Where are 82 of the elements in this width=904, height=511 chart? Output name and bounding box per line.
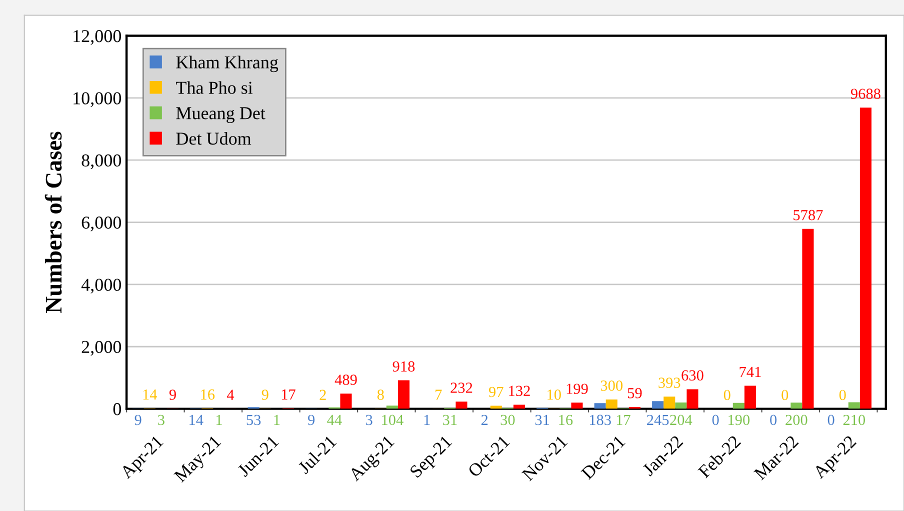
data-label: 199 xyxy=(566,384,588,394)
data-label: 0 xyxy=(770,414,777,426)
data-label: 489 xyxy=(334,374,357,385)
data-label: 741 xyxy=(740,366,761,377)
data-label: 1 xyxy=(216,414,222,425)
data-label: 204 xyxy=(670,414,692,426)
data-label: 9 xyxy=(308,414,315,426)
data-label: 30 xyxy=(500,414,515,426)
bar xyxy=(860,108,872,409)
data-label: 2 xyxy=(481,414,488,425)
data-label: 9 xyxy=(169,390,176,400)
bar xyxy=(513,404,526,409)
bar xyxy=(398,380,410,409)
bar xyxy=(386,406,398,409)
data-label: 7 xyxy=(436,390,442,400)
data-label: 0 xyxy=(712,414,719,426)
data-label: 183 xyxy=(590,414,611,426)
legend-label: Tha Pho si xyxy=(176,81,253,94)
data-label: 1 xyxy=(424,414,430,425)
data-label: 393 xyxy=(658,378,680,388)
data-label: 1 xyxy=(274,414,280,425)
data-label: 0 xyxy=(782,390,788,400)
legend-label: Det Udom xyxy=(176,132,252,145)
data-label: 132 xyxy=(509,386,530,396)
data-label: 59 xyxy=(628,388,642,398)
y-tick-label: 10,000 xyxy=(74,92,122,107)
bar xyxy=(790,402,802,409)
bar xyxy=(848,402,860,409)
data-label: 630 xyxy=(682,370,704,381)
bar xyxy=(606,399,618,409)
data-label: 4 xyxy=(226,390,234,400)
data-label: 16 xyxy=(201,389,215,400)
data-label: 245 xyxy=(647,414,669,426)
y-tick-label: 0 xyxy=(113,403,122,416)
y-tick-label: 6,000 xyxy=(82,216,122,232)
bar xyxy=(340,394,352,409)
data-label: 17 xyxy=(616,414,630,425)
data-label: 190 xyxy=(728,414,750,426)
data-label: 918 xyxy=(392,361,415,372)
y-tick-label: 2,000 xyxy=(82,340,122,356)
data-label: 9 xyxy=(134,414,142,426)
data-label: 0 xyxy=(828,414,834,426)
data-label: 10 xyxy=(548,390,561,400)
data-label: 14 xyxy=(143,389,158,400)
data-label: 17 xyxy=(282,389,296,400)
bar xyxy=(456,402,468,409)
bar xyxy=(594,403,606,409)
bar xyxy=(802,228,814,409)
bar xyxy=(744,386,756,409)
bar xyxy=(732,402,744,409)
bar xyxy=(571,402,583,409)
data-label: 2 xyxy=(320,390,326,400)
data-label: 8 xyxy=(377,390,384,400)
bar xyxy=(675,402,687,409)
data-label: 232 xyxy=(450,382,472,393)
data-label: 97 xyxy=(488,386,504,398)
bar xyxy=(652,401,664,409)
y-tick-label: 12,000 xyxy=(74,30,122,45)
data-label: 9 xyxy=(262,390,268,400)
data-label: 44 xyxy=(327,414,342,425)
legend-label: Kham Khrang xyxy=(176,56,278,72)
data-label: 210 xyxy=(843,414,866,426)
bar xyxy=(664,396,676,409)
data-label: 14 xyxy=(190,414,204,425)
legend-label: Mueang Det xyxy=(176,107,266,124)
data-label: 104 xyxy=(382,414,404,426)
data-label: 3 xyxy=(366,414,372,426)
y-tick-label: 8,000 xyxy=(82,154,122,170)
data-label: 31 xyxy=(443,414,457,426)
data-label: 53 xyxy=(246,414,261,426)
data-label: 200 xyxy=(786,414,808,426)
data-label: 16 xyxy=(559,414,573,426)
data-label: 3 xyxy=(158,414,164,426)
data-label: 0 xyxy=(724,390,730,400)
y-axis-title: Numbers of Cases xyxy=(44,132,62,313)
y-tick-label: 4,000 xyxy=(81,278,122,294)
data-label: 300 xyxy=(600,380,622,391)
data-label: 5787 xyxy=(794,210,823,220)
bar xyxy=(686,389,698,409)
data-label: 31 xyxy=(535,414,550,426)
data-label: 0 xyxy=(839,390,846,400)
data-label: 9688 xyxy=(850,88,880,99)
